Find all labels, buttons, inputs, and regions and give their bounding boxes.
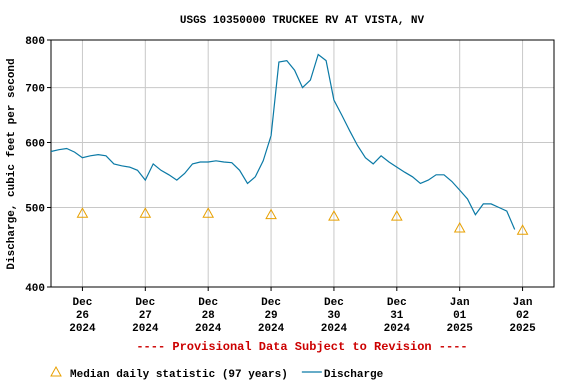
median-marker <box>202 207 215 218</box>
y-tick-label: 600 <box>25 139 45 151</box>
x-tick-label: Dec 31 2024 <box>384 297 411 335</box>
discharge-line <box>50 53 516 230</box>
legend-label: Median daily statistic (97 years) <box>70 369 288 381</box>
median-marker <box>265 208 277 220</box>
x-tick-label: Dec 26 2024 <box>69 297 96 335</box>
x-tick-label: Dec 29 2024 <box>258 297 285 335</box>
median-marker <box>453 221 466 233</box>
median-marker <box>390 210 403 221</box>
median-marker <box>76 207 89 218</box>
y-axis-label: Discharge, cubic feet per second <box>6 58 18 269</box>
x-tick-label: Jan 01 2025 <box>446 297 473 335</box>
x-tick-label: Dec 30 2024 <box>321 297 348 335</box>
plot-frame <box>50 39 555 288</box>
legend-marker <box>50 365 62 377</box>
median-marker <box>328 210 340 221</box>
x-tick-label: Dec 28 2024 <box>195 297 222 335</box>
provisional-note: ---- Provisional Data Subject to Revisio… <box>136 340 467 354</box>
y-tick-label: 700 <box>25 84 45 96</box>
y-tick-label: 500 <box>25 203 45 215</box>
median-marker <box>139 207 152 218</box>
y-tick-label: 400 <box>25 283 45 295</box>
x-tick-label: Dec 27 2024 <box>132 297 159 335</box>
chart-title: USGS 10350000 TRUCKEE RV AT VISTA, NV <box>180 15 425 27</box>
x-tick-label: Jan 02 2025 <box>509 297 536 335</box>
legend-label: Discharge <box>324 369 384 381</box>
median-marker <box>516 224 529 235</box>
y-tick-label: 800 <box>25 36 45 48</box>
